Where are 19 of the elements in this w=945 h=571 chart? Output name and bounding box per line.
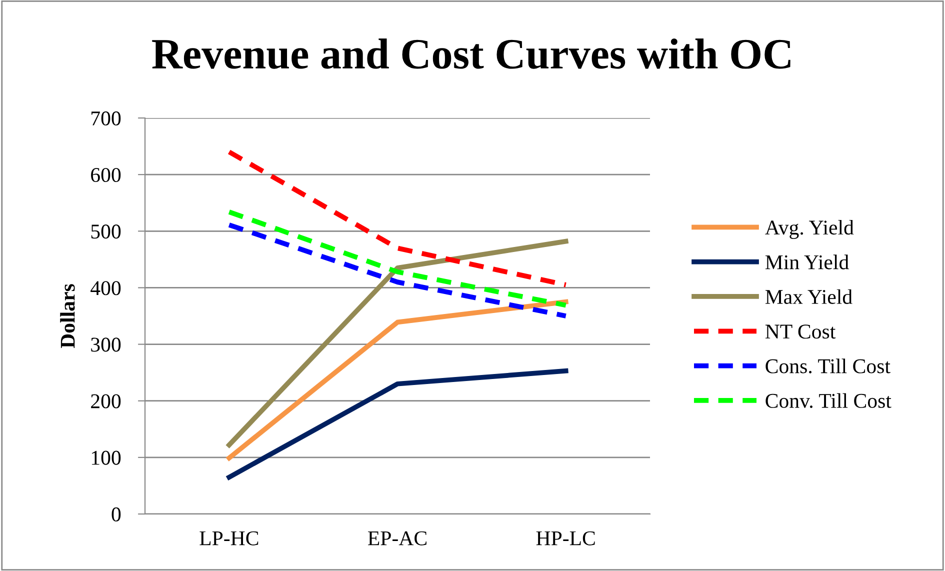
y-tick-label: 100 xyxy=(92,450,121,465)
chart-title: Revenue and Cost Curves with OC xyxy=(152,38,790,69)
x-tick-label: EP-AC xyxy=(368,531,426,546)
y-tick-label: 300 xyxy=(91,338,121,352)
y-axis-title: Dollars xyxy=(60,284,75,348)
y-tick-label: 500 xyxy=(91,224,121,239)
legend-label: Min Yield xyxy=(765,254,849,270)
legend-label: Cons. Till Cost xyxy=(766,358,890,374)
x-tick-label: HP-LC xyxy=(536,531,595,546)
legend-label: NT Cost xyxy=(765,324,836,339)
legend-label: Max Yield xyxy=(765,289,852,304)
y-tick-label: 200 xyxy=(91,394,121,408)
y-tick-label: 700 xyxy=(92,111,121,126)
legend-label: Conv. Till Cost xyxy=(766,393,892,408)
legend-label: Avg. Yield xyxy=(765,220,854,239)
y-tick-label: 400 xyxy=(90,281,121,296)
x-tick-label: LP-HC xyxy=(200,531,258,546)
y-tick-label: 600 xyxy=(91,168,121,182)
y-tick-label: 0 xyxy=(112,507,121,522)
